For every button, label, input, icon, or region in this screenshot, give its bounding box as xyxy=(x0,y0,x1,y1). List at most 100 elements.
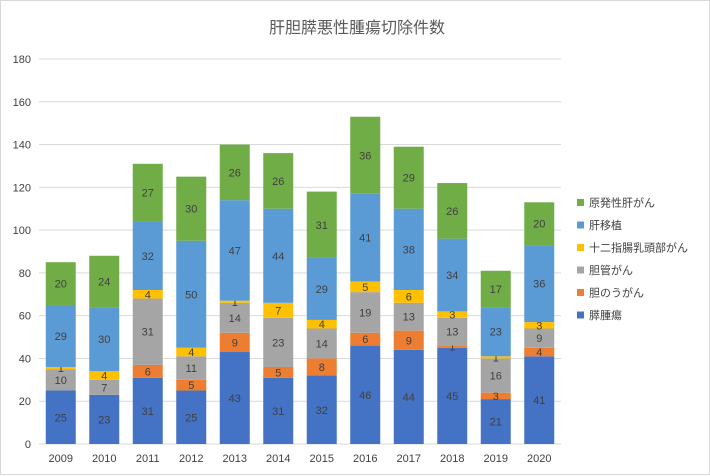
bar-segment xyxy=(89,394,120,444)
data-label: 1 xyxy=(58,363,64,375)
bar-segment xyxy=(350,345,381,444)
bar-segment xyxy=(524,328,555,348)
data-label: 25 xyxy=(185,412,197,424)
y-tick-label: 160 xyxy=(13,97,31,109)
bar-segment xyxy=(176,240,207,348)
data-label: 14 xyxy=(229,313,241,325)
y-tick-label: 0 xyxy=(25,439,31,451)
x-tick-label: 2009 xyxy=(49,453,73,465)
data-label: 21 xyxy=(490,417,502,429)
bar-segment xyxy=(306,358,337,376)
legend-label: 胆のうがん xyxy=(589,286,644,300)
data-label: 31 xyxy=(142,406,154,418)
y-tick-label: 180 xyxy=(13,54,31,66)
bar-segment xyxy=(45,262,76,305)
data-label: 29 xyxy=(403,173,415,185)
bar-segment xyxy=(306,257,337,320)
bar-segment xyxy=(176,390,207,444)
x-axis-ticks: 2009 2010 2011 2012 2013 2014 2015 2016 2017 2018… xyxy=(49,453,552,465)
data-label: 13 xyxy=(446,327,458,339)
bar-segment xyxy=(480,356,511,359)
bar-segment xyxy=(350,116,381,194)
bar-segment xyxy=(45,390,76,444)
x-tick-label: 2011 xyxy=(136,453,160,465)
bar-segment xyxy=(132,290,163,299)
bar-segment xyxy=(480,358,511,393)
data-label: 50 xyxy=(185,289,197,301)
bar-segment xyxy=(437,183,468,239)
data-label: 14 xyxy=(316,338,328,350)
data-label: 38 xyxy=(403,244,415,256)
data-label: 5 xyxy=(362,282,368,294)
data-label: 23 xyxy=(98,414,110,426)
x-tick-label: 2010 xyxy=(92,453,116,465)
data-label: 7 xyxy=(275,305,281,317)
data-label: 9 xyxy=(406,335,412,347)
data-label: 16 xyxy=(490,371,502,383)
data-label: 44 xyxy=(272,251,284,263)
data-label: 34 xyxy=(446,270,458,282)
gridlines xyxy=(39,58,561,445)
x-tick-label: 2016 xyxy=(353,453,377,465)
x-tick-label: 2012 xyxy=(179,453,203,465)
data-label: 5 xyxy=(188,380,194,392)
bar-segment xyxy=(219,144,250,201)
x-tick-label: 2019 xyxy=(484,453,508,465)
data-label: 1 xyxy=(493,352,499,364)
bar-segment xyxy=(480,392,511,400)
bar-segment xyxy=(524,202,555,246)
bar-segment xyxy=(524,347,555,357)
bar-segment xyxy=(176,356,207,380)
bar-segment xyxy=(132,377,163,444)
data-label: 1 xyxy=(449,342,455,354)
bar-segment xyxy=(219,300,250,303)
data-label: 6 xyxy=(406,291,412,303)
data-label: 32 xyxy=(142,251,154,263)
bar-segment xyxy=(263,302,294,318)
y-tick-label: 140 xyxy=(13,140,31,152)
data-label: 19 xyxy=(359,307,371,319)
bar-segment xyxy=(45,304,76,367)
legend-swatch xyxy=(577,199,584,206)
data-label: 11 xyxy=(186,363,197,375)
bar-segment xyxy=(350,193,381,282)
x-tick-label: 2015 xyxy=(310,453,334,465)
bar-segment xyxy=(263,317,294,367)
legend-label: 肝移植 xyxy=(589,218,622,232)
data-label: 29 xyxy=(55,331,67,343)
bar-segment xyxy=(480,307,511,357)
bar-segment xyxy=(132,298,163,365)
bar-segment xyxy=(524,322,555,329)
data-label: 6 xyxy=(145,366,151,378)
bar-segment xyxy=(132,221,163,290)
bars: 2510129202374302431631432272551145030439… xyxy=(45,116,555,444)
bar-segment xyxy=(437,311,468,318)
data-label: 36 xyxy=(359,150,371,162)
bar-segment xyxy=(306,375,337,444)
bar-segment xyxy=(437,317,468,346)
data-label: 26 xyxy=(229,167,241,179)
data-label: 36 xyxy=(533,279,545,291)
bar-segment xyxy=(176,379,207,391)
data-label: 10 xyxy=(55,375,67,387)
data-label: 44 xyxy=(403,392,415,404)
data-label: 27 xyxy=(142,188,154,200)
bar-segment xyxy=(89,255,120,308)
data-label: 46 xyxy=(359,390,371,402)
bar-segment xyxy=(393,330,424,350)
data-label: 43 xyxy=(229,393,241,405)
data-label: 26 xyxy=(272,176,284,188)
x-tick-label: 2017 xyxy=(397,453,421,465)
bar-segment xyxy=(89,379,120,395)
data-label: 9 xyxy=(536,333,542,345)
bar-segment xyxy=(393,349,424,444)
data-label: 1 xyxy=(232,297,238,309)
y-tick-label: 120 xyxy=(13,182,31,194)
data-label: 3 xyxy=(449,310,455,322)
bar-segment xyxy=(263,367,294,378)
legend-swatch xyxy=(577,266,584,274)
data-label: 13 xyxy=(403,312,415,324)
bar-segment xyxy=(219,200,250,301)
bar-segment xyxy=(480,399,511,444)
